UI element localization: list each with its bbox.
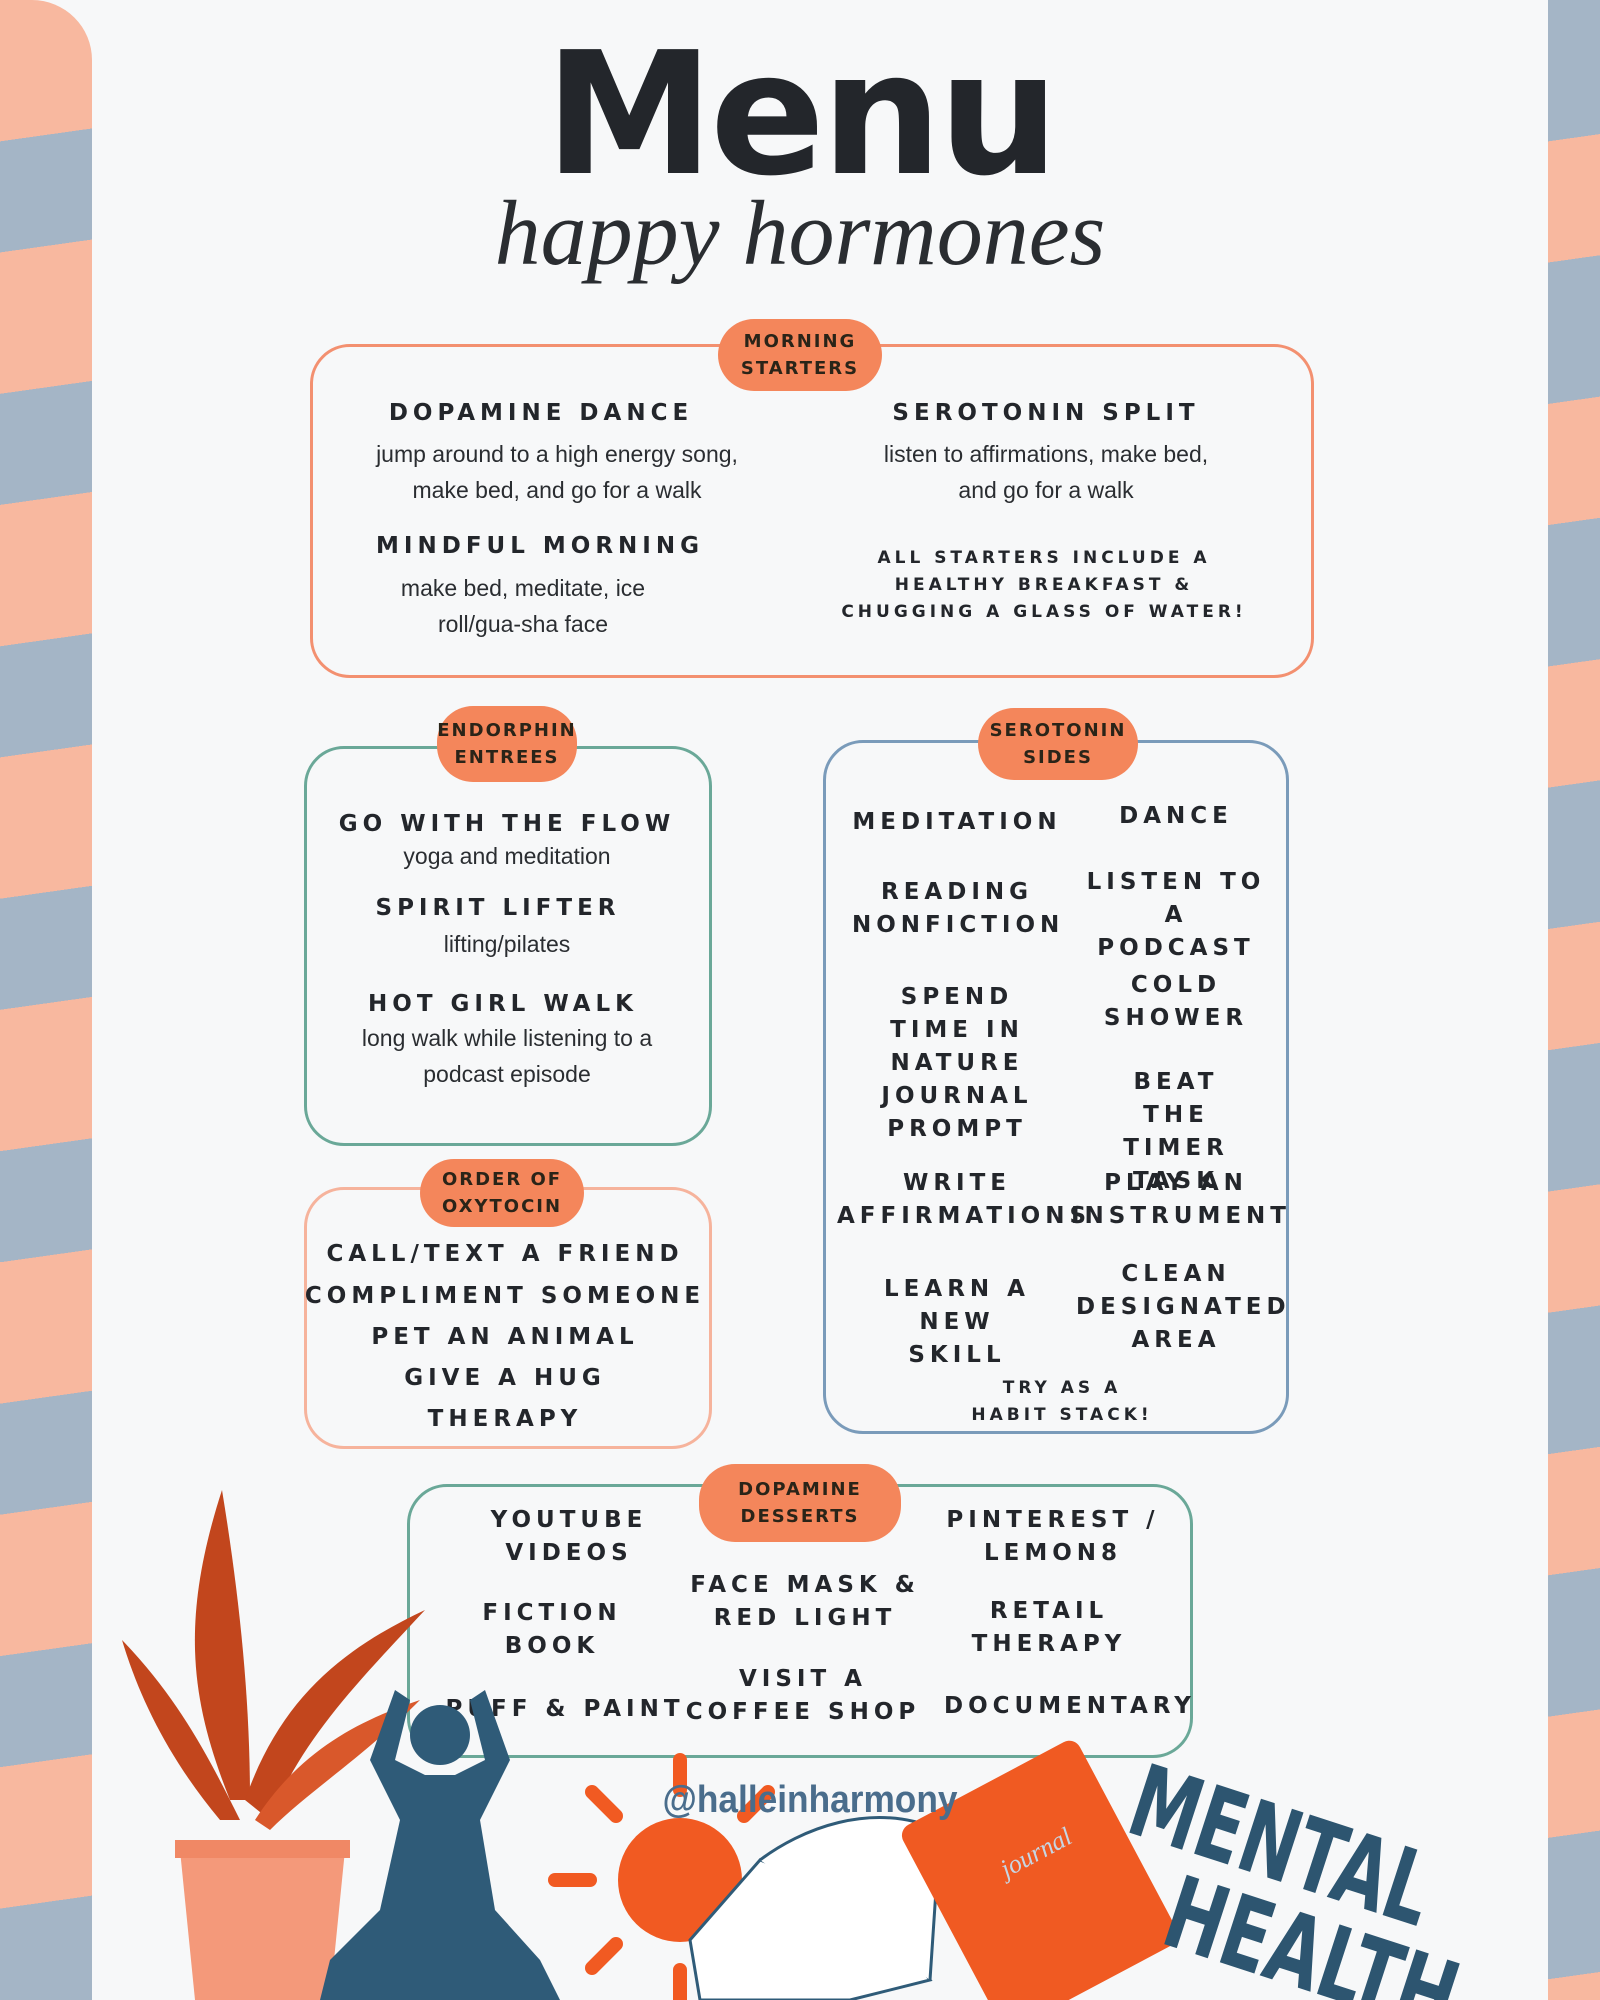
section-label: ORDER OF OXYTOCIN <box>420 1159 584 1227</box>
right-stripes <box>1548 0 1600 2000</box>
journal-label: journal <box>993 1822 1077 1885</box>
journal-book: journal <box>901 1740 1179 2000</box>
left-stripes <box>0 0 92 2000</box>
section-label: SEROTONIN SIDES <box>978 708 1138 780</box>
item-name: DOPAMINE DANCE <box>388 400 694 426</box>
menu-item: LISTEN TO A PODCAST <box>1086 869 1266 961</box>
item-description: listen to affirmations, make bed, and go… <box>883 441 1209 503</box>
menu-item: PINTEREST / LEMON8 <box>946 1507 1160 1566</box>
menu-item: MEDITATION <box>852 809 1062 835</box>
menu-item: GIVE A HUG <box>404 1365 606 1391</box>
item-description: long walk while listening to a podcast e… <box>361 1025 653 1087</box>
mental-health-badge: MENTAL HEALTH <box>1116 1742 1472 2000</box>
section-note: TRY AS A HABIT STACK! <box>971 1378 1153 1425</box>
menu-item: PUFF & PAINT <box>445 1696 685 1722</box>
menu-item: COLD SHOWER <box>1103 972 1249 1031</box>
item-name: SPIRIT LIFTER <box>375 895 621 921</box>
menu-item: BEAT THE TIMER TASK <box>1123 1069 1229 1194</box>
item-name: MINDFUL MORNING <box>376 533 704 559</box>
menu-item: CALL/TEXT A FRIEND <box>326 1241 684 1267</box>
menu-item: WRITE AFFIRMATIONS <box>837 1170 1092 1229</box>
item-name: HOT GIRL WALK <box>368 991 638 1017</box>
menu-item: READING NONFICTION <box>852 879 1065 938</box>
badge-line: MENTAL <box>1116 1742 1447 1949</box>
open-book <box>688 1816 942 2000</box>
menu-item: COMPLIMENT SOMEONE <box>304 1283 706 1309</box>
menu-item: THERAPY <box>427 1406 583 1432</box>
item-description: make bed, meditate, ice roll/gua-sha fac… <box>400 575 646 637</box>
sun <box>548 1753 807 2000</box>
menu-item: DOCUMENTARY <box>944 1693 1196 1719</box>
item-description: jump around to a high energy song, make … <box>376 441 738 503</box>
menu-item: PLAY AN INSTRUMENT <box>1071 1170 1291 1229</box>
menu-item: VISIT A COFFEE SHOP <box>685 1666 921 1725</box>
plant <box>122 1490 425 2000</box>
menu-item: JOURNAL PROMPT <box>881 1083 1033 1142</box>
menu-item: SPEND TIME IN NATURE <box>890 984 1024 1076</box>
section-label: ENDORPHIN ENTREES <box>437 706 577 782</box>
section-note: ALL STARTERS INCLUDE A HEALTHY BREAKFAST… <box>841 548 1247 622</box>
menu-item: FICTION BOOK <box>482 1600 622 1659</box>
menu-item: FACE MASK & RED LIGHT <box>690 1572 920 1631</box>
menu-item: YOUTUBE VIDEOS <box>490 1507 648 1566</box>
subtitle: happy hormones <box>494 182 1106 284</box>
menu-item: PET AN ANIMAL <box>371 1324 639 1350</box>
badge-line: HEALTH <box>1151 1854 1472 2000</box>
title: Menu <box>544 16 1060 214</box>
section-label: MORNING STARTERS <box>718 319 882 391</box>
item-name: GO WITH THE FLOW <box>338 811 676 837</box>
menu-item: LEARN A NEW SKILL <box>884 1276 1030 1368</box>
item-name: SEROTONIN SPLIT <box>892 400 1200 426</box>
menu-item: CLEAN DESIGNATED AREA <box>1076 1261 1291 1353</box>
section-label: DOPAMINE DESSERTS <box>699 1464 901 1542</box>
handle: @halleinharmony <box>663 1779 958 1821</box>
menu-item: DANCE <box>1119 803 1233 829</box>
menu-item: RETAIL THERAPY <box>971 1598 1127 1657</box>
item-description: lifting/pilates <box>443 931 571 957</box>
item-description: yoga and meditation <box>403 843 611 869</box>
